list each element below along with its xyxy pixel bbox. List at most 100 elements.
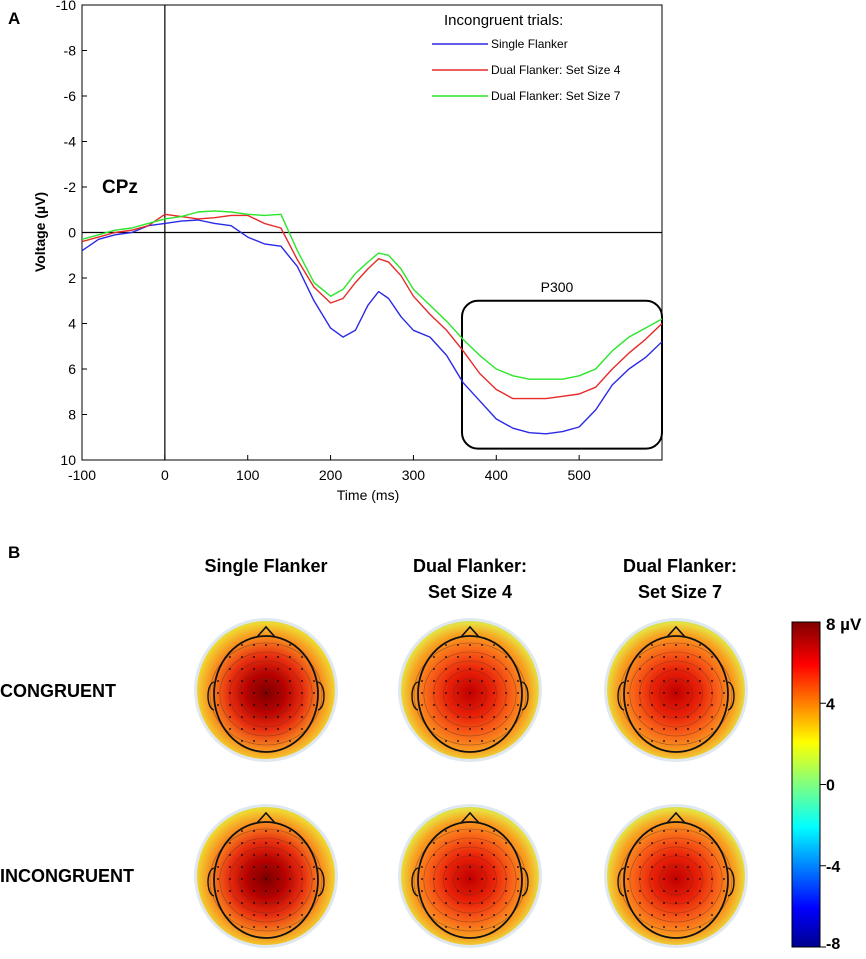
electrode-dot: [289, 656, 291, 658]
electrode-dot: [301, 878, 303, 880]
electrode-dot: [457, 716, 459, 718]
electrode-dot: [627, 866, 629, 868]
electrode-dot: [687, 914, 689, 916]
roi-label: P300: [541, 279, 574, 295]
electrode-dot: [699, 854, 701, 856]
electrode-dot: [651, 854, 653, 856]
electrode-dot: [457, 680, 459, 682]
electrode-dot: [445, 656, 447, 658]
electrode-dot: [687, 842, 689, 844]
legend: Incongruent trials: Single Flanker Dual F…: [432, 12, 621, 103]
electrode-dot: [301, 902, 303, 904]
electrode-dot: [265, 704, 267, 706]
electrode-dot: [481, 878, 483, 880]
electrode-dot: [663, 680, 665, 682]
electrode-dot: [651, 890, 653, 892]
electrode-dot: [675, 890, 677, 892]
electrode-dot: [517, 680, 519, 682]
electrode-dot: [663, 728, 665, 730]
electrode-dot: [457, 890, 459, 892]
electrode-dot: [313, 866, 315, 868]
electrode-dot: [277, 866, 279, 868]
electrode-dot: [481, 842, 483, 844]
electrode-dot: [481, 926, 483, 928]
electrode-dot: [711, 878, 713, 880]
electrode-dot: [265, 890, 267, 892]
electrode-dot: [469, 866, 471, 868]
electrode-dot: [493, 644, 495, 646]
column-header: Single Flanker: [204, 556, 327, 576]
electrode-dot: [433, 902, 435, 904]
legend-entry: Single Flanker: [491, 37, 568, 51]
electrode-dot: [493, 740, 495, 742]
electrode-dot: [457, 728, 459, 730]
electrode-dot: [639, 704, 641, 706]
column-header-line2: Set Size 4: [428, 582, 512, 602]
electrode-dot: [675, 830, 677, 832]
electrode-dot: [675, 692, 677, 694]
electrode-dot: [711, 680, 713, 682]
electrode-dot: [505, 914, 507, 916]
colorbar-tick-label: -4: [826, 859, 840, 876]
electrode-dot: [313, 890, 315, 892]
topo-contour: [413, 642, 527, 746]
electrode-dot: [469, 842, 471, 844]
electrode-dot: [639, 866, 641, 868]
electrode-dot: [663, 716, 665, 718]
electrode-dot: [699, 842, 701, 844]
electrode-dot: [277, 680, 279, 682]
right-ear-icon: [317, 681, 325, 711]
topo-field: [607, 621, 745, 759]
electrode-dot: [241, 926, 243, 928]
electrode-dot: [699, 914, 701, 916]
electrode-dot: [481, 854, 483, 856]
electrode-dot: [445, 902, 447, 904]
electrode-dot: [651, 866, 653, 868]
electrode-dot: [687, 890, 689, 892]
electrode-dot: [469, 668, 471, 670]
electrode-dot: [253, 704, 255, 706]
electrode-dot: [229, 728, 231, 730]
electrode-dot: [675, 668, 677, 670]
electrode-dot: [469, 878, 471, 880]
electrode-dot: [229, 668, 231, 670]
electrode-dot: [639, 890, 641, 892]
electrode-dot: [313, 680, 315, 682]
x-tick-label: 100: [236, 467, 260, 483]
electrode-dot: [687, 644, 689, 646]
electrode-dot: [699, 878, 701, 880]
electrode-dot: [229, 692, 231, 694]
electrode-dot: [433, 668, 435, 670]
row-label: CONGRUENT: [0, 681, 116, 701]
electrode-dot: [639, 854, 641, 856]
electrode-dot: [469, 854, 471, 856]
electrode-dot: [699, 902, 701, 904]
topo-map: [604, 618, 748, 762]
column-header-line2: Set Size 7: [638, 582, 722, 602]
electrode-dot: [651, 878, 653, 880]
electrode-dot: [241, 644, 243, 646]
electrode-dot: [469, 716, 471, 718]
electrode-dot: [457, 656, 459, 658]
topo-contour: [219, 651, 313, 737]
electrode-dot: [469, 740, 471, 742]
electrode-dot: [663, 890, 665, 892]
electrode-dot: [253, 902, 255, 904]
electrode-dot: [265, 728, 267, 730]
topo-contour: [229, 846, 303, 914]
electrode-dot: [229, 866, 231, 868]
left-ear-icon: [411, 867, 419, 897]
electrode-dot: [277, 902, 279, 904]
colorbar-tick-label: 0: [826, 778, 835, 795]
column-header: Dual Flanker:: [413, 556, 527, 576]
electrode-dot: [493, 878, 495, 880]
x-axis-label: Time (ms): [337, 487, 399, 503]
topo-contour: [629, 651, 723, 737]
electrode-dot: [253, 878, 255, 880]
electrode-dot: [457, 704, 459, 706]
electrode-dot: [627, 704, 629, 706]
electrode-dot: [445, 644, 447, 646]
electrode-dot: [651, 914, 653, 916]
electrode-dot: [289, 728, 291, 730]
